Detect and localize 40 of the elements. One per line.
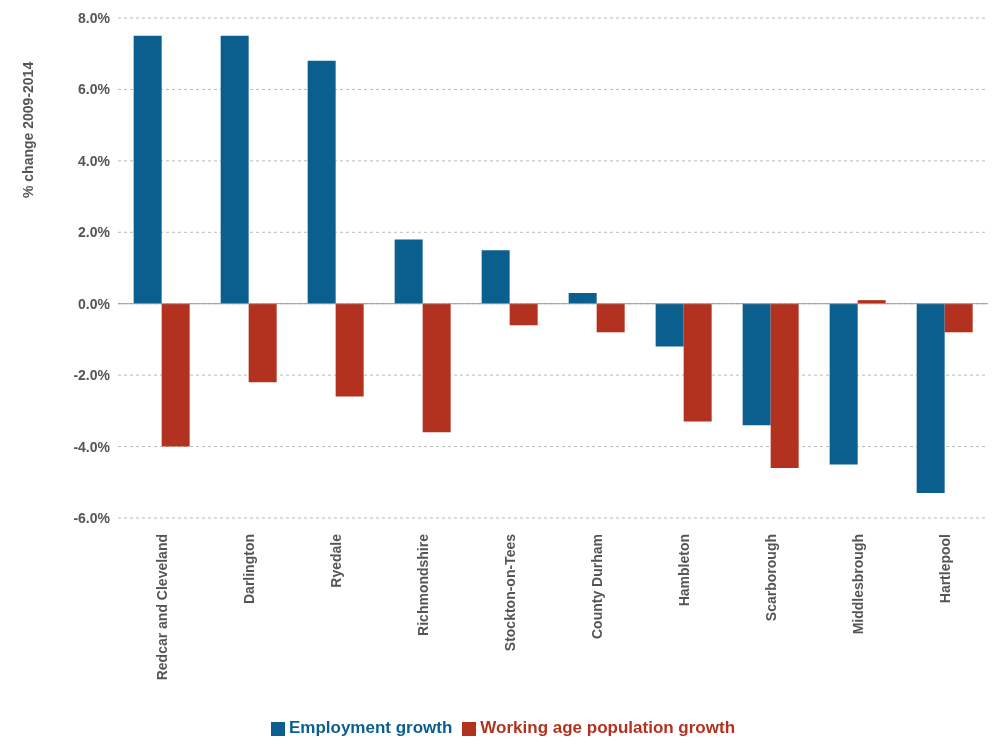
bar: [655, 303, 684, 347]
legend-label: Working age population growth: [480, 718, 736, 737]
bar: [683, 303, 712, 422]
y-axis-title: % change 2009-2014: [19, 61, 36, 198]
x-tick-label: Redcar and Cleveland: [153, 534, 170, 681]
y-tick-label: 0.0%: [78, 295, 111, 312]
x-tick-label: Stockton-on-Tees: [501, 533, 518, 652]
bar: [394, 239, 423, 304]
x-tick-label: Ryedale: [327, 533, 344, 588]
bar: [481, 250, 510, 304]
y-tick-label: -2.0%: [73, 367, 111, 384]
bar: [596, 303, 625, 333]
y-tick-label: -4.0%: [73, 438, 111, 455]
bar: [335, 303, 364, 397]
x-tick-label: County Durham: [588, 534, 605, 639]
bar: [568, 293, 597, 304]
x-tick-label: Hartlepool: [936, 534, 953, 604]
x-tick-label: Richmondshire: [414, 533, 431, 636]
bar: [161, 303, 190, 447]
bar: [220, 35, 249, 304]
y-tick-label: -6.0%: [73, 509, 111, 526]
x-tick-label: Darlington: [240, 534, 257, 604]
y-tick-label: 2.0%: [78, 224, 111, 241]
bar: [770, 303, 799, 468]
legend-label: Employment growth: [288, 718, 453, 737]
bar: [248, 303, 277, 383]
bar: [829, 303, 858, 465]
x-tick-label: Hambleton: [675, 534, 692, 607]
bar: [509, 303, 538, 326]
bar: [916, 303, 945, 493]
y-tick-label: 6.0%: [78, 81, 111, 98]
bar: [742, 303, 771, 426]
bar: [133, 35, 162, 304]
y-tick-label: 4.0%: [78, 152, 111, 169]
x-tick-label: Middlesbrough: [849, 534, 866, 635]
bar: [944, 303, 973, 333]
bar: [307, 60, 336, 304]
x-tick-label: Scarborough: [762, 534, 779, 622]
bar: [422, 303, 451, 433]
y-tick-label: 8.0%: [78, 9, 111, 26]
